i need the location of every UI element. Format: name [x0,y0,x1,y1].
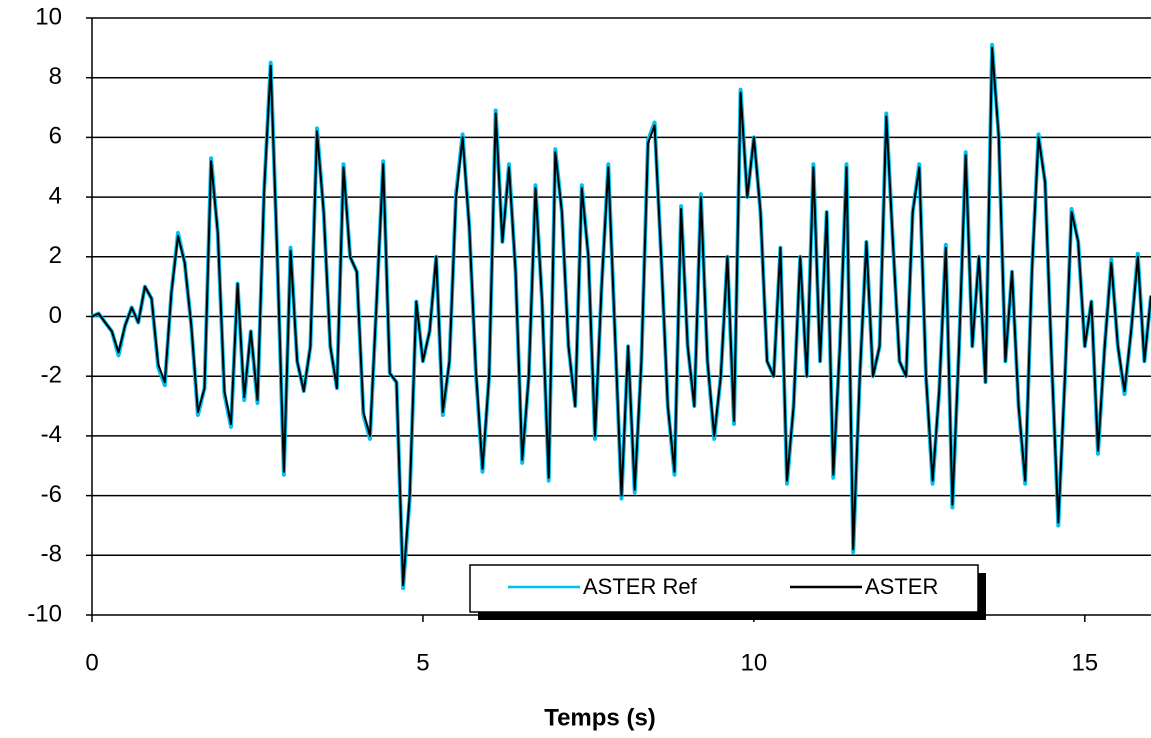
legend-label: ASTER Ref [583,574,698,599]
x-tick-label: 10 [741,649,768,676]
legend-label: ASTER [865,574,938,599]
y-tick-label: 2 [49,242,62,269]
x-tick-label: 5 [416,649,429,676]
y-tick-label: -10 [27,600,62,627]
legend: ASTER Ref ASTER [469,564,986,620]
x-tick-label: 15 [1071,649,1098,676]
y-tick-label: 8 [49,63,62,90]
y-tick-label: -6 [41,481,62,508]
x-tick-label: 0 [85,649,98,676]
legend-box [469,564,979,613]
y-tick-label: -8 [41,541,62,568]
y-tick-label: 6 [49,123,62,150]
y-tick-label: 0 [49,302,62,329]
y-tick-label: 4 [49,182,62,209]
y-tick-label: -4 [41,421,62,448]
y-tick-label: 10 [35,3,62,30]
x-axis-label: Temps (s) [544,704,656,731]
line-series [91,46,1151,587]
y-tick-label: -2 [41,362,62,389]
